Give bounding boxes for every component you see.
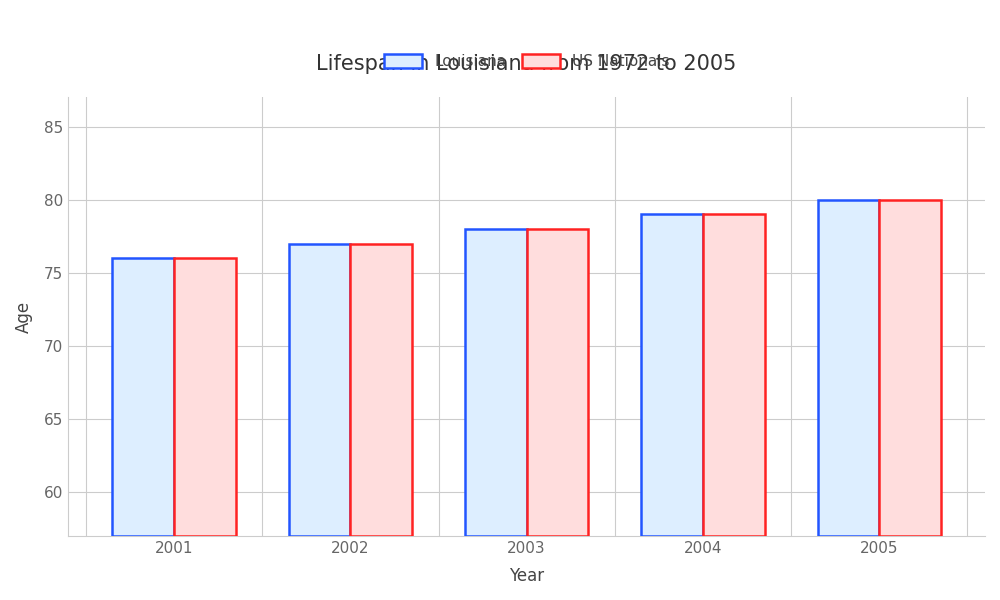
Bar <box>174 258 236 536</box>
Legend: Louisiana, US Nationals: Louisiana, US Nationals <box>378 48 676 76</box>
Bar <box>641 214 703 536</box>
Bar <box>703 214 765 536</box>
Bar <box>350 244 412 536</box>
Bar <box>527 229 588 536</box>
Bar <box>112 258 174 536</box>
Bar <box>879 200 941 536</box>
Bar <box>465 229 527 536</box>
Y-axis label: Age: Age <box>15 301 33 333</box>
X-axis label: Year: Year <box>509 567 544 585</box>
Bar <box>818 200 879 536</box>
Bar <box>289 244 350 536</box>
Title: Lifespan in Louisiana from 1972 to 2005: Lifespan in Louisiana from 1972 to 2005 <box>316 53 737 74</box>
